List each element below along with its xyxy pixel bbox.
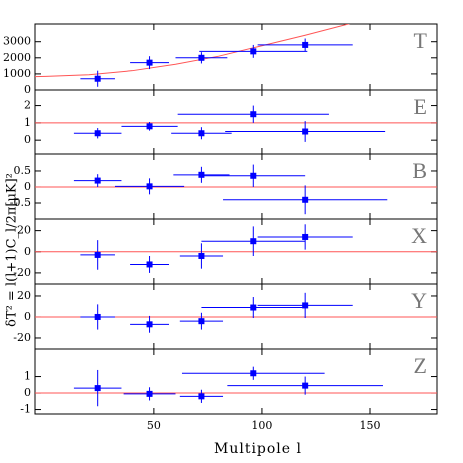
data-point [198,393,205,400]
data-point [250,111,257,118]
panel-label: Z [414,353,427,378]
x-tick-label: 100 [251,419,272,432]
data-point [250,172,257,179]
panel-label: Y [411,288,427,313]
data-point [146,321,153,328]
y-tick-label: 20 [17,289,31,302]
data-point [94,177,101,184]
plot-area [35,105,437,142]
data-point [302,41,309,48]
data-point [302,382,309,389]
data-point [302,302,309,309]
y-tick-label: 0 [24,133,31,146]
plot-area [35,292,437,333]
data-point [250,238,257,245]
theory-line [35,24,351,78]
y-tick-label: 0 [24,180,31,193]
y-tick-label: 0 [24,310,31,323]
y-tick-label: 0 [24,83,31,96]
panel-label: T [414,28,428,53]
data-point [198,318,205,325]
plot-area [35,224,437,273]
data-point [302,128,309,135]
y-tick-label: -1 [20,403,31,416]
plot-area [35,24,353,87]
plot-area [35,366,437,407]
data-point [250,48,257,55]
panel-frame [34,348,438,415]
data-point [250,370,257,377]
y-tick-label: -20 [13,331,31,344]
y-tick-label: 0.5 [14,164,32,177]
data-point [146,59,153,66]
data-point [94,251,101,258]
x-tick-label: 50 [147,419,161,432]
data-point [146,390,153,397]
x-tick-label: 150 [360,419,381,432]
y-tick-label: -0.5 [10,196,31,209]
panel-label: E [414,94,427,119]
y-tick-label: 2 [24,99,31,112]
y-tick-label: 1 [24,116,31,129]
panel-frame [34,89,438,155]
data-point [198,54,205,61]
data-point [94,385,101,392]
y-tick-label: 2000 [3,51,31,64]
data-point [198,252,205,259]
data-point [146,183,153,190]
y-tick-label: 20 [17,224,31,237]
panel-label: X [411,223,427,248]
y-tick-label: 0 [24,386,31,399]
panel-label: B [412,158,427,183]
plot-area [35,164,437,215]
x-axis-label: Multipole l [214,441,302,457]
data-point [250,304,257,311]
y-tick-label: 1000 [3,67,31,80]
data-point [94,130,101,137]
data-point [302,196,309,203]
y-axis-label: δT² = l(l+1)C_l/2π[μK]² [5,173,20,327]
data-point [198,130,205,137]
y-tick-label: -20 [13,266,31,279]
data-point [302,233,309,240]
data-point [94,313,101,320]
data-point [198,171,205,178]
y-tick-label: 1 [24,370,31,383]
y-tick-label: 0 [24,245,31,258]
data-point [146,261,153,268]
y-tick-label: 3000 [3,35,31,48]
data-point [94,75,101,82]
data-point [146,123,153,130]
